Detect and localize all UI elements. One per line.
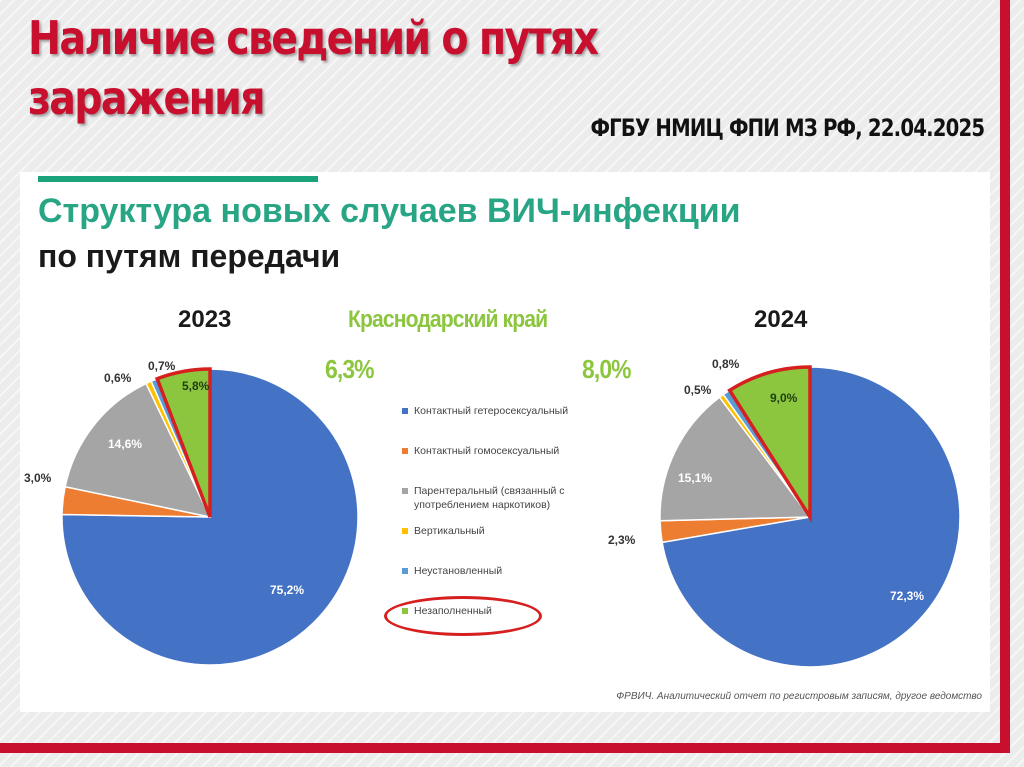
pie-slice [61, 368, 359, 666]
highlight-slice-outline [154, 367, 212, 518]
slice-data-label: 3,0% [24, 471, 52, 485]
slice-data-label: 0,6% [104, 371, 132, 385]
highlight-total-2023: 6,3% [325, 354, 375, 384]
pie-2024-title: 2024 [754, 306, 808, 333]
legend-label: Контактный гомосексуальный [414, 445, 560, 457]
highlight-total-2024: 8,0% [582, 354, 632, 384]
slide-border-right [1000, 0, 1010, 745]
legend-swatch [402, 568, 408, 574]
chart-legend: Контактный гетеросексуальный Контактный г… [398, 404, 618, 644]
slice-data-label: 0,8% [712, 357, 740, 371]
legend-swatch [402, 528, 408, 534]
slide-title: Наличие сведений о путях заражения [28, 11, 599, 125]
legend-item: Парентеральный (связанный с употребление… [398, 484, 618, 524]
legend-swatch [402, 408, 408, 414]
legend-item: Контактный гомосексуальный [398, 444, 618, 484]
slice-data-label: 9,0% [770, 391, 798, 405]
slice-data-label: 0,5% [684, 383, 712, 397]
chart-panel: Структура новых случаев ВИЧ-инфекции по … [20, 172, 990, 712]
legend-label: Неустановленный [414, 565, 503, 577]
slice-data-label: 14,6% [108, 437, 142, 451]
slice-data-label: 72,3% [890, 589, 924, 603]
panel-title-line2: по путям передачи [38, 238, 341, 274]
legend-item: Неустановленный [398, 564, 618, 604]
panel-title-line1: Структура новых случаев ВИЧ-инфекции [38, 192, 741, 230]
slice-data-label: 2,3% [608, 533, 636, 547]
slice-data-label: 15,1% [678, 471, 712, 485]
slide-source: ФГБУ НМИЦ ФПИ МЗ РФ, 22.04.2025 [590, 114, 985, 142]
accent-line [38, 176, 318, 182]
region-label: Краснодарский край [348, 306, 548, 333]
legend-label: Контактный гетеросексуальный [414, 405, 569, 417]
highlight-slice-outline [727, 365, 812, 524]
slice-data-label: 75,2% [270, 583, 304, 597]
slide-border-bottom [0, 743, 1010, 753]
legend-highlight-oval [384, 596, 542, 636]
slice-data-label: 0,7% [148, 359, 176, 373]
pie-chart-2023: 75,2% 3,0% 14,6% 0,6% 0,7% 5,8% [24, 359, 359, 666]
pie-2023-title: 2023 [178, 306, 232, 333]
legend-swatch [402, 488, 408, 494]
legend-label: Вертикальный [414, 525, 485, 537]
source-footnote: ФРВИЧ. Аналитический отчет по регистровы… [616, 691, 982, 702]
pie-slice [659, 396, 812, 522]
pie-slice [64, 382, 212, 519]
legend-item: Вертикальный [398, 524, 618, 564]
legend-swatch [402, 448, 408, 454]
pie-chart-2024: 72,3% 2,3% 15,1% 0,5%0,8% 9,0% [608, 357, 961, 668]
legend-item: Контактный гетеросексуальный [398, 404, 618, 444]
slice-data-label: 5,8% [182, 379, 210, 393]
legend-label: Парентеральный (связанный с употребление… [414, 485, 565, 511]
